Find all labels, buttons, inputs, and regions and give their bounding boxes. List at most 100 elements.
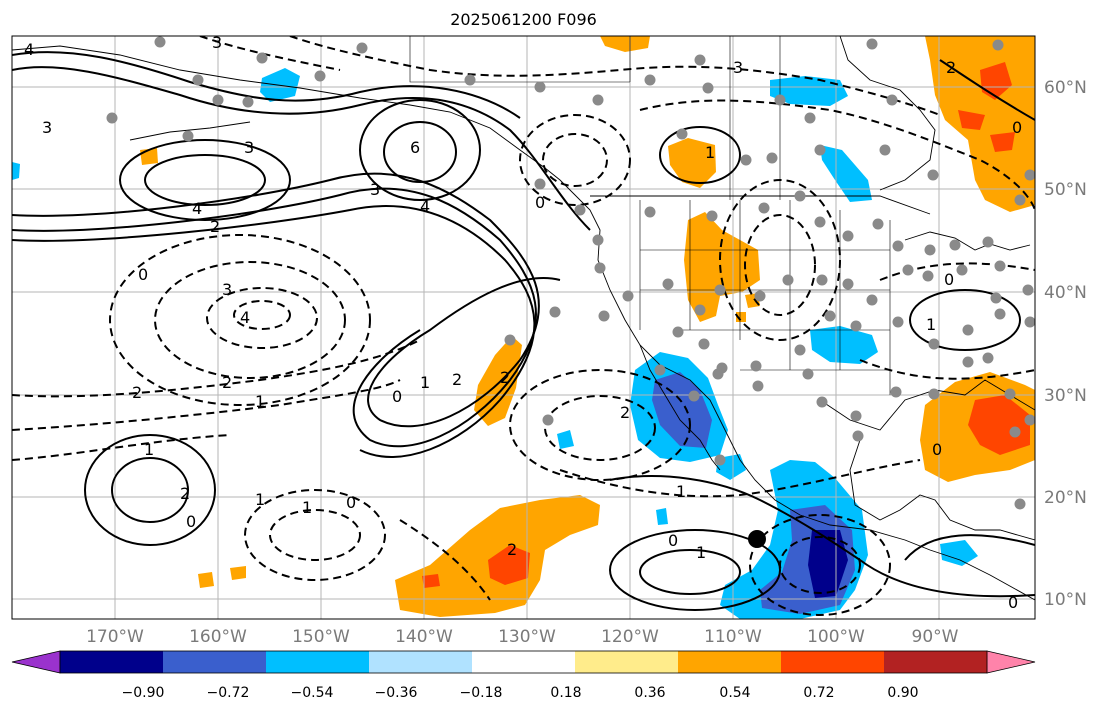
station-dot <box>892 240 904 252</box>
station-dot <box>842 230 854 242</box>
contour-label: 0 <box>138 265 148 284</box>
contour-label: 4 <box>24 40 34 59</box>
lon-label: 160°W <box>189 627 247 647</box>
negative-anomaly-baja-core <box>652 372 712 448</box>
station-dot <box>1009 426 1021 438</box>
colorbar-segment <box>163 651 267 673</box>
station-dot <box>962 324 974 336</box>
colorbar: −0.90 −0.72 −0.54 −0.36 −0.18 0.18 0.36 … <box>11 650 1036 701</box>
baja-coast <box>639 344 721 471</box>
north-dashed-2 <box>199 36 341 71</box>
station-dot <box>549 306 561 318</box>
station-dot <box>706 210 718 222</box>
contour-label: 1 <box>302 498 312 517</box>
station-dot <box>982 236 994 248</box>
station-dot <box>992 39 1004 51</box>
northeast-contour <box>939 59 1035 121</box>
contour-label: 0 <box>186 512 196 531</box>
station-dot <box>866 38 878 50</box>
positive-anomaly-tiny-2 <box>230 566 246 580</box>
station-dot <box>592 94 604 106</box>
colorbar-upper-extension <box>986 650 1036 674</box>
station-dot <box>712 368 724 380</box>
tropical-dashed <box>559 459 921 498</box>
colorbar-label: −0.36 <box>375 685 418 701</box>
station-dot <box>1024 169 1035 181</box>
contour-label: 4 <box>192 199 202 218</box>
contour-label: 3 <box>212 33 222 52</box>
contour-label: 3 <box>222 280 232 299</box>
station-dot <box>850 410 862 422</box>
station-dot <box>574 204 586 216</box>
tropical-contour <box>609 475 1035 598</box>
contour-label: 1 <box>696 543 706 562</box>
east-dashed-1 <box>879 262 1035 281</box>
station-dot <box>794 190 806 202</box>
colorbar-segment <box>781 651 885 673</box>
negative-anomaly-canada-strip <box>820 145 872 202</box>
station-dot <box>698 338 710 350</box>
station-dot <box>534 178 546 190</box>
contour-label: 1 <box>705 143 715 162</box>
contour-label: 2 <box>222 373 232 392</box>
positive-anomaly-tiny-1 <box>198 572 214 588</box>
station-dot <box>927 169 939 181</box>
lon-label: 130°W <box>498 627 556 647</box>
station-dot <box>752 380 764 392</box>
lon-label: 90°W <box>912 627 959 647</box>
positive-anomaly-tropical-core <box>488 545 530 585</box>
station-dot <box>814 144 826 156</box>
colorbar-segment <box>472 651 576 673</box>
coastlines-borders <box>12 36 1035 601</box>
positive-anomaly-tropical-core-2 <box>422 574 440 588</box>
lat-label: 10°N <box>1044 590 1087 610</box>
station-dot <box>782 274 794 286</box>
contour-label: 1 <box>255 392 265 411</box>
lon-label: 140°W <box>395 627 453 647</box>
longitude-labels: 170°W 160°W 150°W 140°W 130°W 120°W 110°… <box>86 627 959 647</box>
station-dot <box>242 96 254 108</box>
lon-label: 170°W <box>86 627 144 647</box>
station-dot <box>990 292 1002 304</box>
contour-label: 2 <box>180 484 190 503</box>
north-dashed-3 <box>639 99 1035 211</box>
lat-label: 50°N <box>1044 180 1087 200</box>
station-dot <box>672 326 684 338</box>
canada-us-border <box>590 195 931 215</box>
positive-anomaly-core-northeast-3 <box>990 132 1015 152</box>
station-dot <box>1024 316 1035 328</box>
trough-dashed-1 <box>12 339 421 398</box>
station-dot <box>106 112 118 124</box>
contour-label: 3 <box>733 58 743 77</box>
station-dot <box>872 218 884 230</box>
station-dot <box>192 74 204 86</box>
colorbar-label: 0.90 <box>887 685 918 701</box>
station-dot <box>662 278 674 290</box>
station-dot <box>758 202 770 214</box>
negative-anomaly-central-america <box>940 540 978 566</box>
station-dot <box>740 154 752 166</box>
lon-label: 150°W <box>292 627 350 647</box>
lon-label: 120°W <box>601 627 659 647</box>
contour-label: 4 <box>240 308 250 327</box>
contour-label: 0 <box>1012 118 1022 137</box>
great-lakes <box>904 231 1031 251</box>
contour-label: 3 <box>370 180 380 199</box>
station-dot <box>814 216 826 228</box>
station-dot <box>922 270 934 282</box>
contour-label: 0 <box>668 531 678 550</box>
lat-label: 30°N <box>1044 386 1087 406</box>
contour-label: 0 <box>1008 593 1018 612</box>
colorbar-segment <box>678 651 782 673</box>
east-dashed-2 <box>859 359 1035 380</box>
colorbar-segments <box>60 651 988 673</box>
station-dot <box>702 82 714 94</box>
station-dot <box>850 320 862 332</box>
positive-anomaly-offshore-ca <box>474 336 522 426</box>
lon-label: 110°W <box>704 627 762 647</box>
station-dot <box>542 414 554 426</box>
colorbar-segment <box>60 651 164 673</box>
colorbar-frame <box>59 650 988 674</box>
latitude-labels: 60°N 50°N 40°N 30°N 20°N 10°N <box>1044 78 1087 610</box>
